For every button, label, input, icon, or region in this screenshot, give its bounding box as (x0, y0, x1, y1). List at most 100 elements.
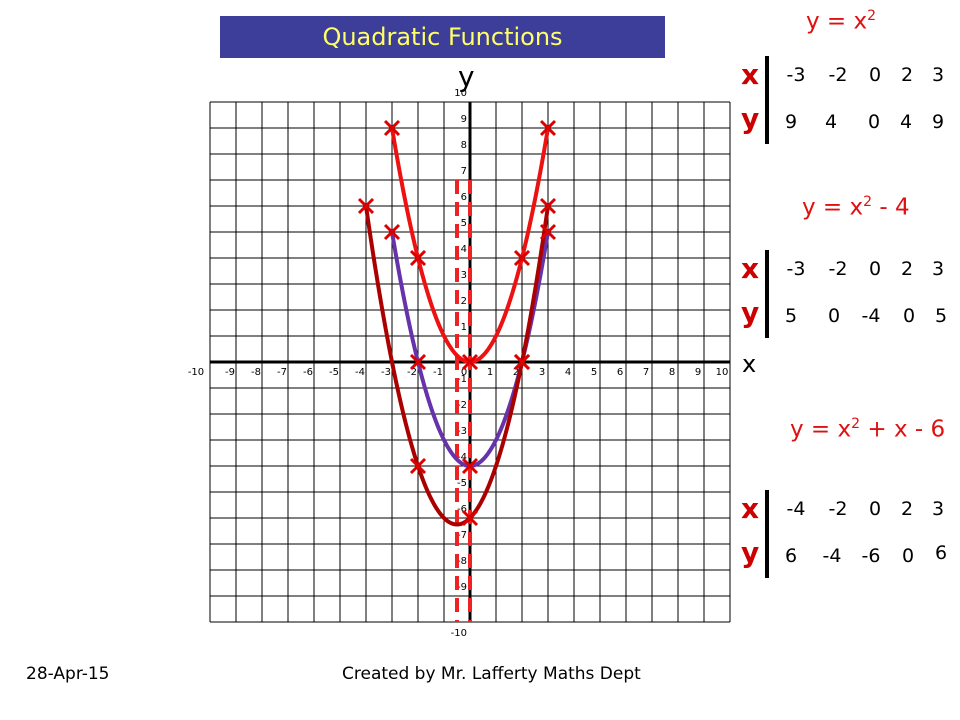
table-cell: 0 (827, 305, 841, 327)
table-cell: 4 (899, 111, 913, 133)
y-tick-label: -8 (457, 556, 467, 567)
x-tick-label: -9 (225, 367, 235, 378)
table-cell: -6 (861, 545, 881, 567)
table-cell: 0 (867, 111, 881, 133)
table-cell: -2 (828, 498, 848, 520)
data-point-marker (357, 197, 375, 215)
value-table-1: x y -3 -2 0 2 3 9 4 0 4 9 (738, 56, 960, 146)
value-table-3: x y -4 -2 0 2 3 6 -4 -6 0 6 (738, 490, 960, 580)
x-tick-label: -2 (407, 367, 417, 378)
y-tick-label: -3 (457, 426, 467, 437)
y-tick-label: -9 (457, 582, 467, 593)
y-tick-label: -6 (457, 504, 467, 515)
data-point-marker (409, 353, 427, 371)
value-table-2: x y -3 -2 0 2 3 5 0 -4 0 5 (738, 250, 960, 340)
data-point-marker (513, 249, 531, 267)
data-point-marker (409, 457, 427, 475)
x-tick-label: 4 (565, 367, 571, 378)
table-cell: 0 (901, 545, 915, 567)
data-point-marker (461, 353, 479, 371)
x-tick-label: 7 (643, 367, 649, 378)
table-cell: -3 (786, 258, 806, 280)
footer-credit: Created by Mr. Lafferty Maths Dept (342, 664, 641, 684)
x-tick-label: 6 (617, 367, 623, 378)
x-tick-label: -8 (251, 367, 261, 378)
table-cell: 3 (931, 498, 945, 520)
table-cell: -2 (828, 64, 848, 86)
x-tick-label: -4 (355, 367, 365, 378)
table-cell: 3 (931, 64, 945, 86)
table-divider (765, 490, 769, 578)
y-tick-label: -1 (457, 374, 467, 385)
table-y-header: y (741, 102, 760, 135)
table-cell: 0 (868, 498, 882, 520)
x-tick-label: 2 (513, 367, 519, 378)
x-tick-label: -10 (188, 367, 204, 378)
x-tick-label: -5 (329, 367, 339, 378)
data-point-marker (461, 457, 479, 475)
table-y-header: y (741, 296, 760, 329)
x-tick-label: 3 (539, 367, 545, 378)
table-cell: -4 (786, 498, 806, 520)
equation-1: y = x2 (806, 8, 877, 35)
x-tick-label: 1 (487, 367, 493, 378)
y-axis-label: y (458, 60, 475, 93)
data-point-marker (383, 119, 401, 137)
data-point-marker (461, 509, 479, 527)
table-cell: 9 (931, 111, 945, 133)
x-tick-label: 0 (461, 367, 467, 378)
y-tick-label: 8 (461, 140, 467, 151)
table-x-header: x (741, 492, 760, 525)
y-tick-label: 2 (461, 296, 467, 307)
equation-2: y = x2 - 4 (802, 194, 910, 221)
table-cell: 3 (931, 258, 945, 280)
equation-3: y = x2 + x - 6 (790, 416, 946, 443)
table-y-header: y (741, 536, 760, 569)
table-cell: 9 (784, 111, 798, 133)
y-tick-label: 4 (461, 244, 467, 255)
table-x-header: x (741, 58, 760, 91)
y-tick-label: 9 (461, 114, 467, 125)
table-cell: -3 (786, 64, 806, 86)
y-tick-label: 1 (461, 322, 467, 333)
y-tick-label: -2 (457, 400, 467, 411)
table-cell: -4 (861, 305, 881, 327)
x-tick-label: -1 (433, 367, 443, 378)
table-divider (765, 250, 769, 338)
data-point-marker (409, 249, 427, 267)
data-point-marker (513, 353, 531, 371)
table-cell: 6 (934, 542, 948, 564)
footer-date: 28-Apr-15 (26, 664, 110, 684)
table-x-header: x (741, 252, 760, 285)
table-cell: 0 (902, 305, 916, 327)
x-tick-label: -6 (303, 367, 313, 378)
page-title: Quadratic Functions (322, 23, 563, 51)
y-tick-label: 7 (461, 166, 467, 177)
table-cell: 0 (868, 258, 882, 280)
x-tick-label: 5 (591, 367, 597, 378)
y-tick-label: 6 (461, 192, 467, 203)
x-tick-label: 9 (695, 367, 701, 378)
parabola-curve-3 (364, 205, 550, 527)
y-tick-label: -10 (451, 628, 467, 639)
y-tick-label: -4 (457, 452, 467, 463)
table-cell: 6 (784, 545, 798, 567)
title-banner: Quadratic Functions (220, 16, 665, 58)
x-tick-label: 10 (716, 367, 729, 378)
table-cell: 2 (900, 64, 914, 86)
table-cell: 2 (900, 258, 914, 280)
table-cell: -4 (822, 545, 842, 567)
table-cell: 0 (868, 64, 882, 86)
y-tick-label: 5 (461, 218, 467, 229)
table-cell: 4 (824, 111, 838, 133)
table-divider (765, 56, 769, 144)
table-cell: 5 (784, 305, 798, 327)
x-tick-label: 8 (669, 367, 675, 378)
x-tick-label: -3 (381, 367, 391, 378)
data-point-marker (383, 223, 401, 241)
table-cell: -2 (828, 258, 848, 280)
table-cell: 5 (934, 305, 948, 327)
y-tick-label: 10 (454, 88, 467, 99)
x-tick-label: -7 (277, 367, 287, 378)
